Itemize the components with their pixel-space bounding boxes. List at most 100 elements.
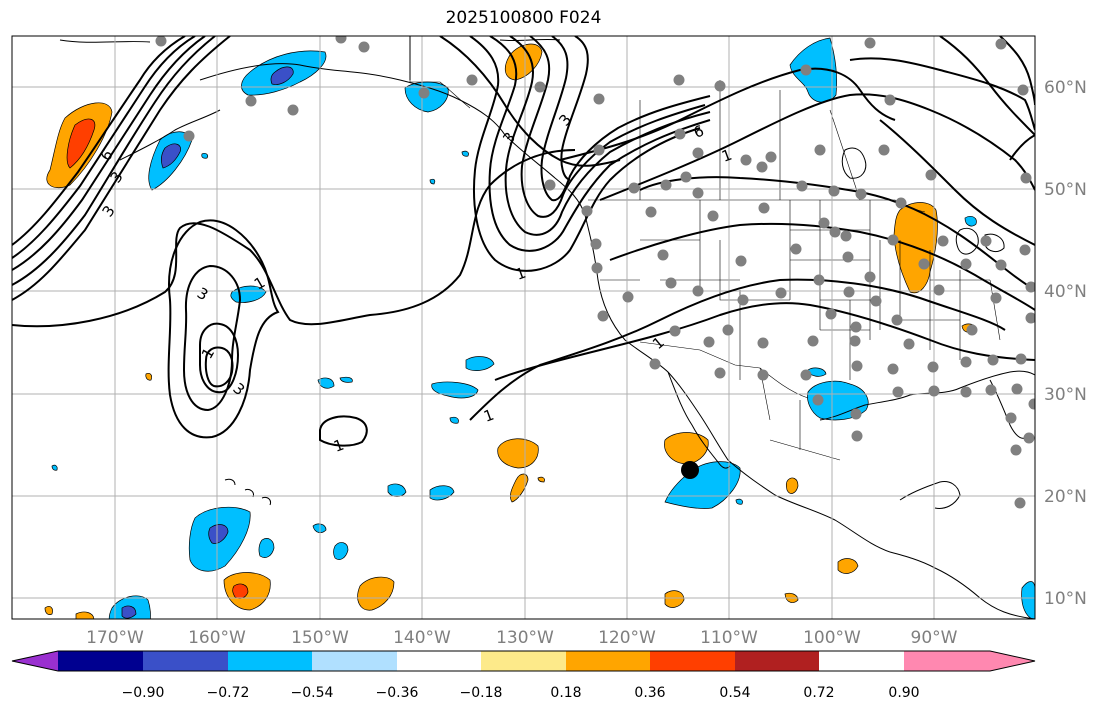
station-marker [903, 338, 915, 350]
station-marker [758, 202, 770, 214]
station-marker [714, 367, 726, 379]
colorbar-tick-label: 0.72 [803, 685, 834, 701]
lat-tick-label: 10°N [1044, 589, 1087, 609]
lon-tick-label: 170°W [86, 628, 144, 648]
station-marker [335, 36, 347, 44]
station-marker [757, 337, 769, 349]
shade-strong-negative [121, 605, 137, 619]
coastline-baja [667, 371, 731, 469]
station-marker [851, 430, 863, 442]
shade-negative [339, 376, 353, 383]
lat-tick-label: 30°N [1044, 385, 1087, 405]
shade-negative [735, 498, 743, 505]
station-marker [796, 180, 808, 192]
shade-positive [510, 473, 529, 503]
station-marker [878, 144, 890, 156]
contour-line [12, 36, 231, 301]
shade-negative [461, 150, 469, 157]
shade-negative [1021, 581, 1035, 619]
station-marker [645, 206, 657, 218]
station-marker [828, 185, 840, 197]
contour-line [879, 119, 1035, 246]
station-marker [814, 144, 826, 156]
coastline-great-lakes-2 [984, 233, 1005, 253]
contour-line [12, 36, 186, 246]
colorbar-cell [58, 651, 143, 671]
shade-positive [145, 373, 152, 381]
station-marker [590, 238, 602, 250]
shade-negative [964, 216, 977, 227]
colorbar-tick-label: −0.36 [376, 685, 419, 701]
contour-line [520, 36, 706, 218]
colorbar-cell [566, 651, 650, 671]
shade-strong-negative [270, 66, 294, 85]
lon-tick-label: 110°W [700, 628, 758, 648]
colorbar-tick-label: −0.18 [460, 685, 503, 701]
colorbar-cell [228, 651, 312, 671]
contours [12, 36, 1035, 447]
station-marker [850, 408, 862, 420]
station-marker [692, 285, 704, 297]
shade-negative [429, 178, 436, 185]
shade-negative [51, 464, 58, 471]
colorbar-outline [11, 650, 1036, 672]
colorbar-tick-label: 0.36 [634, 685, 665, 701]
station-marker [849, 335, 861, 347]
station-marker [800, 64, 812, 76]
station-marker [673, 74, 685, 86]
colorbar: −0.90 −0.72 −0.54 −0.36 −0.18 0.18 0.36 … [11, 650, 1036, 701]
station-marker [884, 94, 896, 106]
station-marker [800, 369, 812, 381]
shade-negative [387, 483, 407, 497]
station-marker [960, 356, 972, 368]
map-title: 2025100800 F024 [445, 8, 602, 28]
station-marker [937, 235, 949, 247]
colorbar-cells [12, 651, 1035, 671]
station-marker [960, 258, 972, 270]
station-marker [591, 262, 603, 274]
station-marker [155, 36, 167, 47]
station-marker [534, 81, 546, 93]
shade-negative [465, 356, 495, 371]
colorbar-cell [904, 651, 990, 671]
station-marker [990, 292, 1002, 304]
station-marker [358, 41, 370, 53]
shade-strong-positive [232, 583, 249, 599]
station-marker [622, 291, 634, 303]
station-marker [925, 169, 937, 181]
station-marker [1015, 353, 1027, 365]
shade-negative [664, 461, 741, 509]
colorbar-tick-label: −0.90 [122, 685, 165, 701]
station-marker [1025, 312, 1035, 324]
colorbar-cell [397, 651, 481, 671]
station-marker [657, 249, 669, 261]
contour-low-closed [199, 322, 240, 394]
coastline-florida [989, 379, 1027, 439]
station-marker [1005, 412, 1017, 424]
station-marker [544, 179, 556, 191]
contour-line [504, 36, 711, 236]
shade-strong-negative [160, 143, 181, 169]
contour-line [488, 36, 711, 252]
station-marker [928, 385, 940, 397]
longitude-axis: 170°W 160°W 150°W 140°W 130°W 120°W 110°… [86, 628, 958, 648]
shade-negative [333, 542, 349, 560]
station-marker [980, 235, 992, 247]
lon-tick-label: 160°W [188, 628, 246, 648]
lon-tick-label: 120°W [598, 628, 656, 648]
contour-line [849, 57, 1035, 131]
coastline-alaska-islands [119, 109, 221, 161]
colorbar-cell [481, 651, 566, 671]
station-marker [891, 314, 903, 326]
latitude-axis: 60°N 50°N 40°N 30°N 20°N 10°N [1044, 78, 1087, 609]
station-marker [765, 151, 777, 163]
station-marker [995, 38, 1007, 50]
station-marker [660, 179, 672, 191]
station-marker [927, 361, 939, 373]
colorbar-cell [312, 651, 397, 671]
station-marker [1020, 172, 1032, 184]
shade-negative [807, 367, 827, 377]
contour-line [12, 36, 196, 259]
shade-positive [75, 611, 95, 619]
shade-positive [664, 432, 709, 465]
